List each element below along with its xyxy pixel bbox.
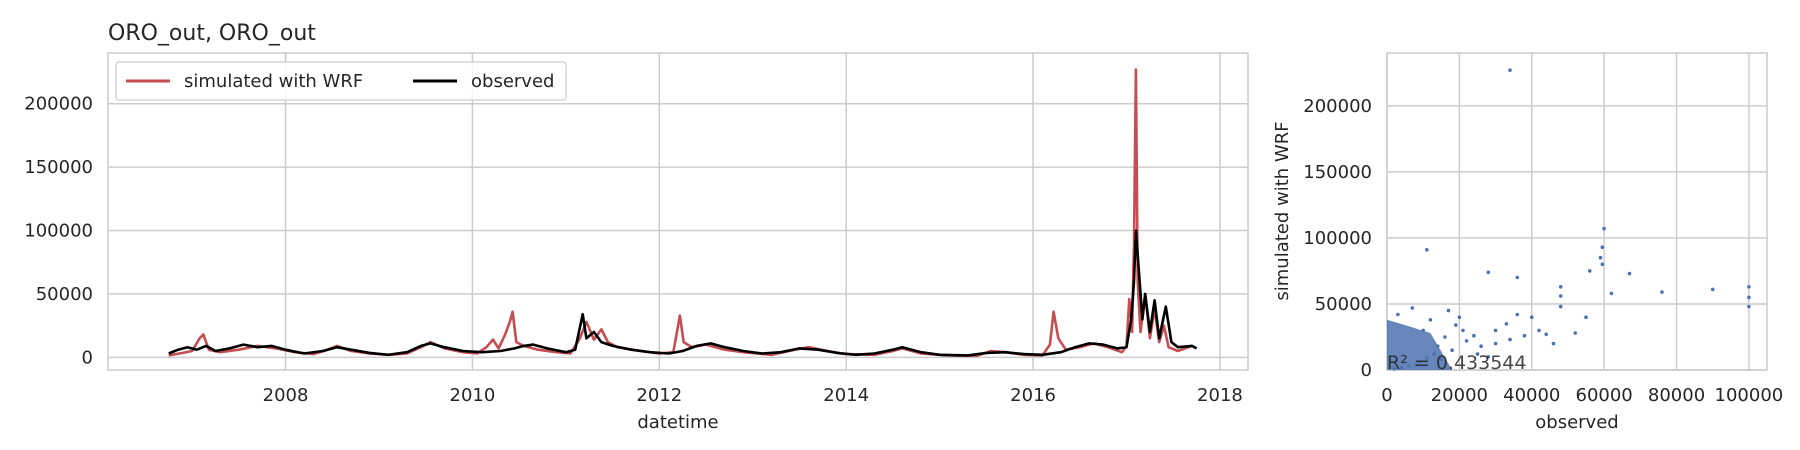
scatter-point — [1609, 291, 1614, 296]
scatter-point — [1710, 287, 1715, 292]
scatter-point — [1450, 348, 1454, 353]
scatter-x-tick-label: 80000 — [1648, 385, 1705, 406]
legend-box — [115, 61, 567, 101]
scatter-y-tick-label: 150000 — [1303, 162, 1372, 183]
r-squared-annotation: R² = 0.433544 — [1387, 352, 1526, 374]
scatter-point — [1414, 362, 1418, 367]
scatter-point — [1461, 328, 1465, 333]
timeseries-x-axis-label: datetime — [637, 412, 718, 433]
scatter-point — [1475, 352, 1480, 356]
legend-label-simulated: simulated with WRF — [184, 71, 363, 92]
scatter-point — [1508, 337, 1512, 342]
scatter-point — [1399, 365, 1404, 370]
scatter-y-tick-label: 0 — [1361, 360, 1372, 381]
scatter-point — [1392, 366, 1396, 371]
timeseries-grid — [108, 53, 1248, 370]
scatter-point — [1443, 335, 1447, 339]
timeseries-plot-area — [107, 52, 1249, 371]
scatter-point — [1584, 315, 1588, 320]
scatter-point — [1522, 333, 1527, 338]
scatter-point — [1425, 356, 1429, 360]
scatter-point — [1435, 344, 1440, 349]
scatter-point — [1600, 245, 1605, 249]
scatter-point — [1464, 339, 1469, 343]
scatter-chart: 0 20000 40000 60000 80000 100000 0 50000 100000 1… — [1272, 52, 1783, 433]
scatter-point — [1587, 269, 1592, 273]
timeseries-x-tick-label: 2016 — [1010, 385, 1056, 406]
scatter-point — [1515, 312, 1520, 317]
scatter-point — [1660, 290, 1664, 294]
scatter-point — [1432, 352, 1436, 356]
scatter-point — [1486, 355, 1491, 359]
scatter-plot-area — [1386, 52, 1768, 371]
scatter-point — [1446, 308, 1451, 313]
legend: simulated with WRF observed — [115, 61, 567, 101]
scatter-points — [1387, 68, 1751, 371]
scatter-dense-cluster — [1387, 319, 1453, 370]
timeseries-x-tick-label: 2012 — [636, 385, 682, 406]
scatter-x-tick-label: 40000 — [1503, 385, 1560, 406]
timeseries-x-tick-label: 2010 — [450, 385, 496, 406]
scatter-point — [1530, 315, 1534, 320]
scatter-point — [1504, 322, 1509, 326]
scatter-point — [1558, 285, 1563, 289]
scatter-y-tick-label: 200000 — [1303, 96, 1372, 117]
scatter-point — [1493, 341, 1498, 346]
legend-label-observed: observed — [471, 71, 554, 92]
scatter-point — [1747, 295, 1751, 300]
scatter-point — [1486, 270, 1491, 275]
scatter-point — [1537, 328, 1541, 333]
scatter-point — [1493, 328, 1498, 333]
timeseries-x-tick-label: 2008 — [263, 385, 309, 406]
scatter-point — [1457, 315, 1462, 320]
scatter-y-tick-label: 50000 — [1315, 294, 1372, 315]
scatter-point — [1627, 271, 1632, 276]
scatter-point — [1472, 333, 1476, 338]
scatter-y-tick-label: 100000 — [1303, 228, 1372, 249]
scatter-point — [1747, 285, 1751, 289]
timeseries-x-tick-label: 2014 — [823, 385, 869, 406]
series-line-observed — [168, 229, 1198, 357]
scatter-ticks: 0 20000 40000 60000 80000 100000 0 50000 100000 1… — [1303, 96, 1783, 406]
timeseries-lines — [168, 68, 1198, 358]
scatter-point — [1544, 332, 1548, 337]
scatter-x-tick-label: 60000 — [1576, 385, 1633, 406]
scatter-point — [1417, 360, 1422, 364]
scatter-point — [1598, 255, 1603, 260]
scatter-point — [1479, 344, 1483, 349]
timeseries-ticks: 2008 2010 2012 2014 2016 2018 0 50000 100000 1500… — [24, 94, 1243, 406]
scatter-point — [1515, 275, 1520, 280]
scatter-point — [1747, 304, 1751, 309]
scatter-y-axis-label: simulated with WRF — [1272, 121, 1293, 300]
timeseries-y-tick-label: 100000 — [24, 221, 93, 242]
scatter-point — [1600, 262, 1605, 267]
timeseries-y-tick-label: 50000 — [36, 284, 93, 305]
scatter-point — [1396, 312, 1400, 317]
scatter-point — [1425, 248, 1429, 252]
scatter-x-tick-label: 100000 — [1715, 385, 1784, 406]
timeseries-x-tick-label: 2018 — [1197, 385, 1243, 406]
scatter-point — [1558, 294, 1563, 298]
timeseries-y-tick-label: 0 — [82, 347, 93, 368]
scatter-x-tick-label: 20000 — [1431, 385, 1488, 406]
scatter-point — [1421, 328, 1425, 333]
scatter-point — [1602, 226, 1606, 231]
scatter-point — [1573, 331, 1577, 335]
scatter-point — [1439, 357, 1444, 362]
scatter-point — [1410, 306, 1415, 310]
scatter-x-tick-label: 0 — [1381, 385, 1392, 406]
scatter-point — [1406, 364, 1411, 368]
scatter-point — [1558, 304, 1563, 309]
timeseries-y-tick-label: 150000 — [24, 157, 93, 178]
scatter-point — [1551, 341, 1556, 346]
scatter-point — [1508, 68, 1512, 72]
timeseries-y-tick-label: 200000 — [24, 94, 93, 115]
chart-title: ORO_out, ORO_out — [108, 21, 316, 46]
scatter-point — [1454, 323, 1458, 327]
scatter-point — [1428, 318, 1433, 322]
scatter-x-axis-label: observed — [1535, 412, 1618, 433]
timeseries-chart: ORO_out, ORO_out 2008 2010 2012 2014 2016 201… — [24, 21, 1249, 433]
